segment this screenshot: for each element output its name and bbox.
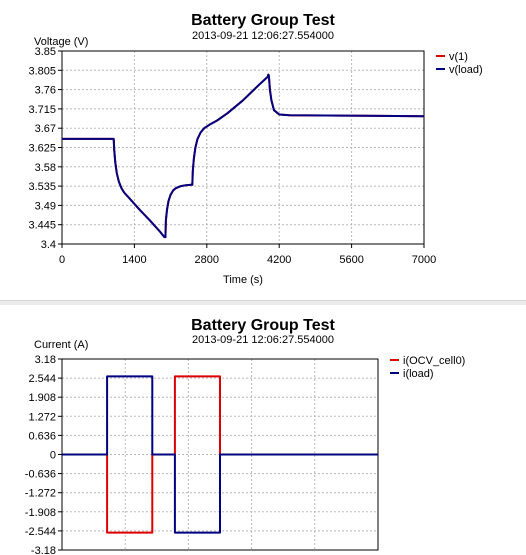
x-tick-label: 5600 [339, 254, 363, 266]
y-tick-label: 1.908 [28, 392, 56, 404]
x-tick-label: 0 [59, 254, 65, 266]
series-line [62, 375, 378, 534]
x-tick-label: 7000 [412, 254, 436, 266]
y-tick-label: 3.805 [28, 65, 56, 77]
current-chart-panel: Battery Group Test 2013-09-21 12:06:27.5… [0, 305, 526, 555]
y-tick-label: 3.85 [35, 46, 56, 58]
y-tick-label: 3.715 [28, 104, 56, 116]
x-tick-label: 4200 [267, 254, 291, 266]
current-chart-plot: 3.18 2.544 1.908 1.272 0.636 0 -0.636 -1.272 -1.… [25, 354, 466, 555]
y-tick-label: 3.67 [35, 123, 56, 135]
chart-separator [0, 300, 526, 306]
y-tick-label: 3.4 [41, 239, 56, 251]
series-line [62, 73, 425, 239]
y-axis-label: Voltage (V) [34, 36, 89, 48]
y-tick-label: 3.625 [28, 143, 56, 155]
y-axis-label: Current (A) [34, 339, 89, 351]
x-tick-label: 1400 [122, 254, 146, 266]
y-tick-label: -1.272 [25, 488, 56, 500]
x-tick-label: 2800 [195, 254, 219, 266]
legend-label: v(load) [449, 64, 483, 76]
legend-label: v(1) [449, 51, 468, 63]
y-tick-label: 0.636 [28, 430, 56, 442]
y-tick-label: 3.18 [35, 354, 56, 366]
y-tick-label: 0 [50, 450, 56, 462]
chart-title: Battery Group Test [191, 12, 335, 29]
voltage-chart-panel: Battery Group Test 2013-09-21 12:06:27.5… [28, 12, 483, 286]
y-tick-label: 3.535 [28, 181, 56, 193]
y-tick-label: 3.49 [35, 200, 56, 212]
y-tick-label: 1.272 [28, 411, 56, 423]
chart-subtitle: 2013-09-21 12:06:27.554000 [192, 334, 334, 346]
legend-label: i(load) [403, 368, 434, 380]
y-tick-label: -0.636 [25, 469, 56, 481]
x-axis-label: Time (s) [223, 274, 263, 286]
legend-label: i(OCV_cell0) [403, 355, 465, 367]
y-tick-label: -2.544 [25, 526, 56, 538]
y-tick-label: -3.18 [31, 545, 56, 555]
y-tick-label: 3.58 [35, 162, 56, 174]
y-tick-label: 2.544 [28, 373, 56, 385]
chart-title: Battery Group Test [191, 317, 335, 334]
chart-subtitle: 2013-09-21 12:06:27.554000 [192, 30, 334, 42]
y-tick-label: 3.76 [35, 85, 56, 97]
y-tick-label: 3.445 [28, 220, 56, 232]
voltage-chart-plot: 3.4 3.445 3.49 3.535 3.58 3.625 3.67 3.715 3.76 3… [28, 46, 483, 286]
y-tick-label: -1.908 [25, 507, 56, 519]
